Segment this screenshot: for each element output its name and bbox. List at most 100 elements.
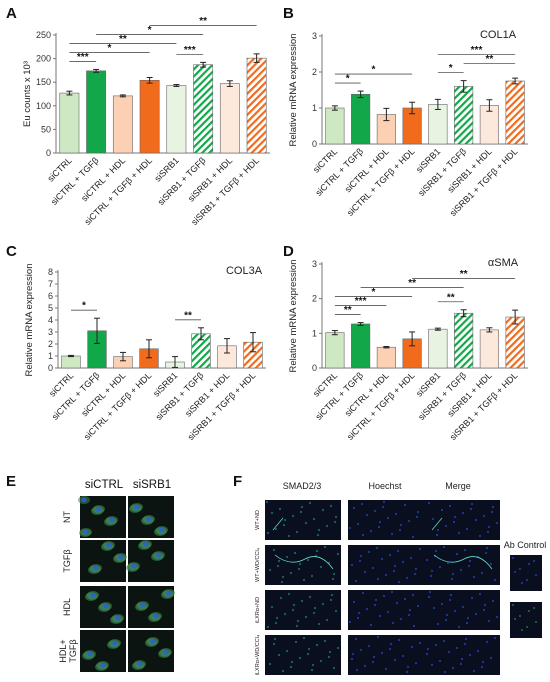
nucleus-dot [485, 640, 489, 644]
nucleus-dot [369, 623, 373, 627]
panel-e-row-label-line: HDL+ [58, 639, 68, 662]
panel-e-col-header-0: siCTRL [85, 479, 124, 491]
nucleus-dot [452, 520, 456, 524]
nucleus-dot [358, 559, 362, 563]
nucleus-dot [312, 517, 316, 521]
cell-nucleus [150, 638, 156, 644]
nucleus-dot [351, 652, 355, 656]
nucleus-dot [478, 534, 482, 538]
nucleus-dot [356, 616, 360, 620]
nucleus-dot [465, 527, 469, 531]
significance-label: * [346, 74, 350, 85]
nucleus-dot [455, 646, 459, 650]
nucleus-dot [311, 663, 315, 667]
nucleus-dot [350, 563, 354, 567]
nucleus-dot [300, 505, 304, 509]
bar [112, 95, 133, 154]
nucleus-dot [396, 549, 400, 553]
bar [376, 346, 396, 369]
nucleus-dot [282, 523, 286, 527]
y-tick-label: 8 [48, 267, 53, 277]
nucleus-dot [413, 572, 417, 576]
significance-label: ** [460, 269, 468, 280]
nucleus-dot [474, 612, 478, 616]
nucleus-dot [276, 564, 280, 568]
bar [193, 64, 214, 154]
cell-nucleus [81, 497, 87, 503]
nucleus-dot [411, 535, 415, 539]
nucleus-dot [295, 624, 299, 628]
significance-label: ** [119, 34, 127, 45]
nucleus-dot [393, 564, 397, 568]
nucleus-dot [336, 646, 340, 650]
nucleus-dot [464, 637, 468, 641]
nucleus-dot [287, 534, 291, 538]
y-tick-label: 150 [36, 77, 51, 87]
y-tick-label: 2 [312, 294, 317, 304]
cell-nucleus [134, 504, 140, 510]
panel-e-col-header-1: siSRB1 [133, 479, 171, 491]
ab-control-tile [510, 602, 542, 638]
nucleus-dot [375, 546, 379, 550]
y-tick-label: 0 [48, 363, 53, 373]
nucleus-dot [425, 652, 429, 656]
nucleus-dot [398, 528, 402, 532]
nucleus-dot [363, 664, 367, 668]
nucleus-dot [403, 597, 407, 601]
nucleus-dot [469, 507, 473, 511]
y-tick-label: 2 [48, 339, 53, 349]
nucleus-dot [489, 562, 493, 566]
nucleus-dot [459, 568, 463, 572]
nucleus-dot [486, 530, 490, 534]
nucleus-dot [401, 560, 405, 564]
panel-e-row-label: HDL [62, 598, 72, 616]
panel-label-b: B [283, 5, 294, 22]
nucleus-dot [369, 529, 373, 533]
nucleus-dot [334, 609, 338, 613]
nucleus-dot [493, 578, 497, 582]
nucleus-dot [363, 570, 367, 574]
nucleus-dot [316, 533, 320, 537]
panel-f-row-label: WT+ND [255, 510, 261, 530]
nucleus-dot [328, 650, 332, 654]
nucleus-dot [487, 619, 491, 623]
cell-nucleus [153, 613, 159, 619]
nucleus-dot [495, 615, 499, 619]
nucleus-dot [372, 655, 376, 659]
bar [428, 328, 448, 369]
nucleus-dot [463, 642, 467, 646]
y-tick-label: 2 [312, 67, 317, 77]
nucleus-dot [280, 580, 284, 584]
nucleus-dot [274, 621, 278, 625]
nucleus-dot [407, 613, 411, 617]
nucleus-dot [472, 575, 476, 579]
nucleus-dot [325, 618, 329, 622]
nucleus-dot [274, 527, 278, 531]
nucleus-dot [414, 567, 418, 571]
nucleus-dot [405, 670, 409, 674]
nucleus-dot [399, 617, 403, 621]
nucleus-dot [533, 560, 535, 562]
significance-label: * [449, 63, 453, 74]
cell-nucleus [87, 651, 93, 657]
nucleus-dot [415, 515, 419, 519]
nucleus-dot [440, 602, 444, 606]
nucleus-dot [270, 511, 274, 515]
nucleus-dot [317, 528, 321, 532]
nucleus-dot [435, 533, 439, 537]
bar [454, 86, 474, 145]
y-tick-label: 7 [48, 279, 53, 289]
nucleus-dot [299, 510, 303, 514]
bar [325, 107, 345, 145]
nucleus-dot [482, 514, 486, 518]
nucleus-dot [470, 596, 474, 600]
nucleus-dot [443, 670, 447, 674]
nucleus-dot [378, 520, 382, 524]
nucleus-dot [306, 558, 310, 562]
cell-nucleus [118, 554, 124, 560]
nucleus-dot [403, 503, 407, 507]
nucleus-dot [356, 522, 360, 526]
nucleus-dot [289, 571, 293, 575]
significance-label: ** [199, 16, 207, 27]
